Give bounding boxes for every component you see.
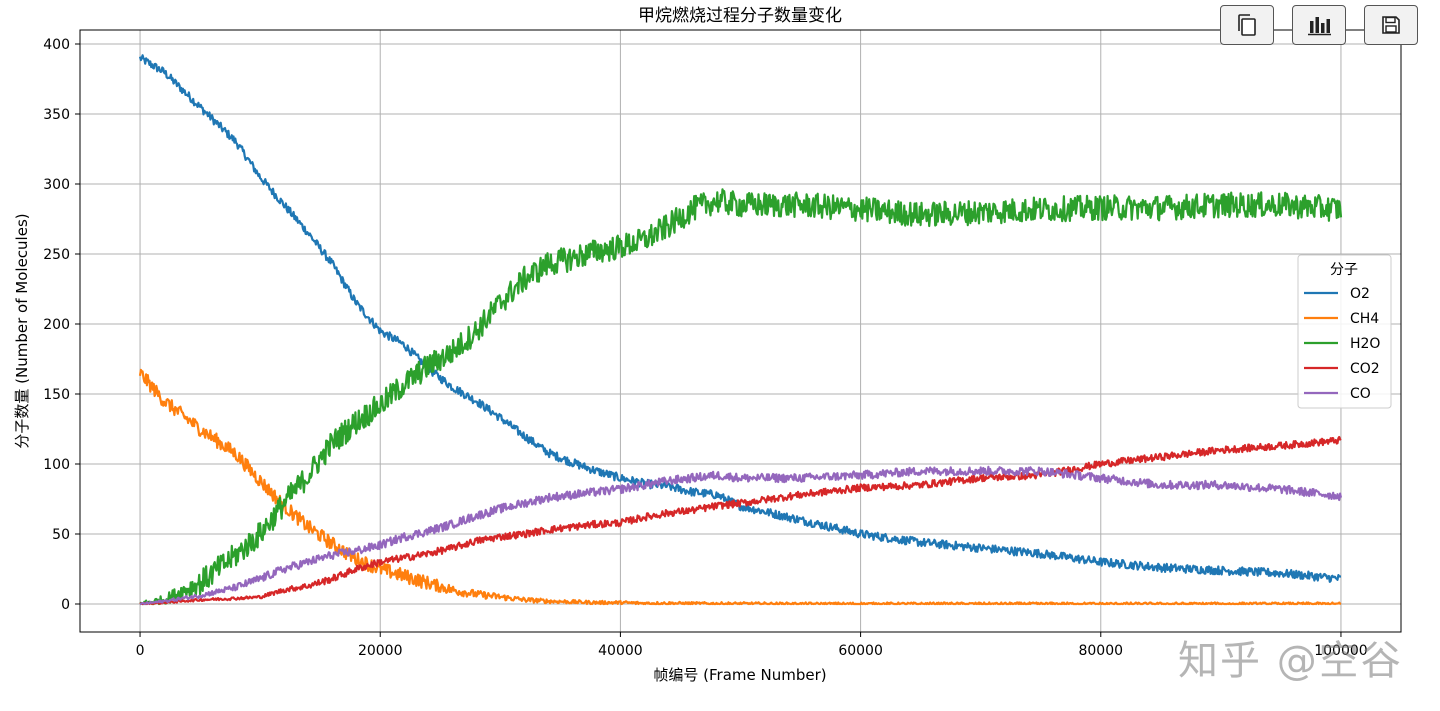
copy-icon xyxy=(1238,14,1256,36)
series-line-h2o xyxy=(139,188,1343,606)
y-tick-label: 50 xyxy=(52,527,70,543)
x-tick-label: 100000 xyxy=(1314,643,1367,659)
y-axis-label: 分子数量 (Number of Molecules) xyxy=(13,213,31,448)
bar-chart-icon xyxy=(1308,17,1331,36)
legend-label: CO2 xyxy=(1350,361,1380,377)
chart-type-button[interactable] xyxy=(1292,5,1346,45)
x-tick-label: 0 xyxy=(136,643,145,659)
save-button[interactable] xyxy=(1364,5,1418,45)
legend-label: CH4 xyxy=(1350,311,1379,327)
y-tick-label: 350 xyxy=(43,107,70,123)
x-tick-label: 40000 xyxy=(598,643,643,659)
series-line-co xyxy=(139,465,1343,606)
x-tick-label: 60000 xyxy=(838,643,883,659)
legend-title: 分子 xyxy=(1330,262,1358,278)
x-axis-label: 帧编号 (Frame Number) xyxy=(653,666,826,684)
y-tick-label: 400 xyxy=(43,37,70,53)
watermark: 知乎 @空谷 xyxy=(1178,638,1403,684)
x-tick-label: 80000 xyxy=(1078,643,1123,659)
legend-label: CO xyxy=(1350,386,1371,402)
series-layer xyxy=(138,54,1343,606)
series-line-co2 xyxy=(139,435,1342,606)
legend-items: O2 CH4 H2O CO2 CO xyxy=(1304,286,1380,402)
y-tick-label: 250 xyxy=(43,247,70,263)
legend-label: O2 xyxy=(1350,286,1370,302)
grid xyxy=(80,30,1401,632)
plot-frame xyxy=(79,29,1402,633)
legend: 分子 O2 CH4 H2O CO2 CO xyxy=(1297,254,1392,409)
series-line-o2 xyxy=(138,54,1342,583)
x-tick-label: 20000 xyxy=(358,643,403,659)
x-ticks: 0 20000 40000 60000 80000 100000 xyxy=(136,632,1368,659)
y-tick-label: 200 xyxy=(43,317,70,333)
y-tick-label: 100 xyxy=(43,457,70,473)
y-tick-label: 150 xyxy=(43,387,70,403)
y-tick-label: 0 xyxy=(61,597,70,613)
save-icon xyxy=(1382,16,1400,34)
y-tick-label: 300 xyxy=(43,177,70,193)
copy-button[interactable] xyxy=(1220,5,1274,45)
chart-title: 甲烷燃烧过程分子数量变化 xyxy=(638,6,842,26)
figure-toolbar xyxy=(1202,5,1418,45)
y-ticks: 0 50 100 150 200 250 300 350 400 xyxy=(43,37,80,613)
legend-label: H2O xyxy=(1350,336,1380,352)
series-line-ch4 xyxy=(138,368,1342,606)
